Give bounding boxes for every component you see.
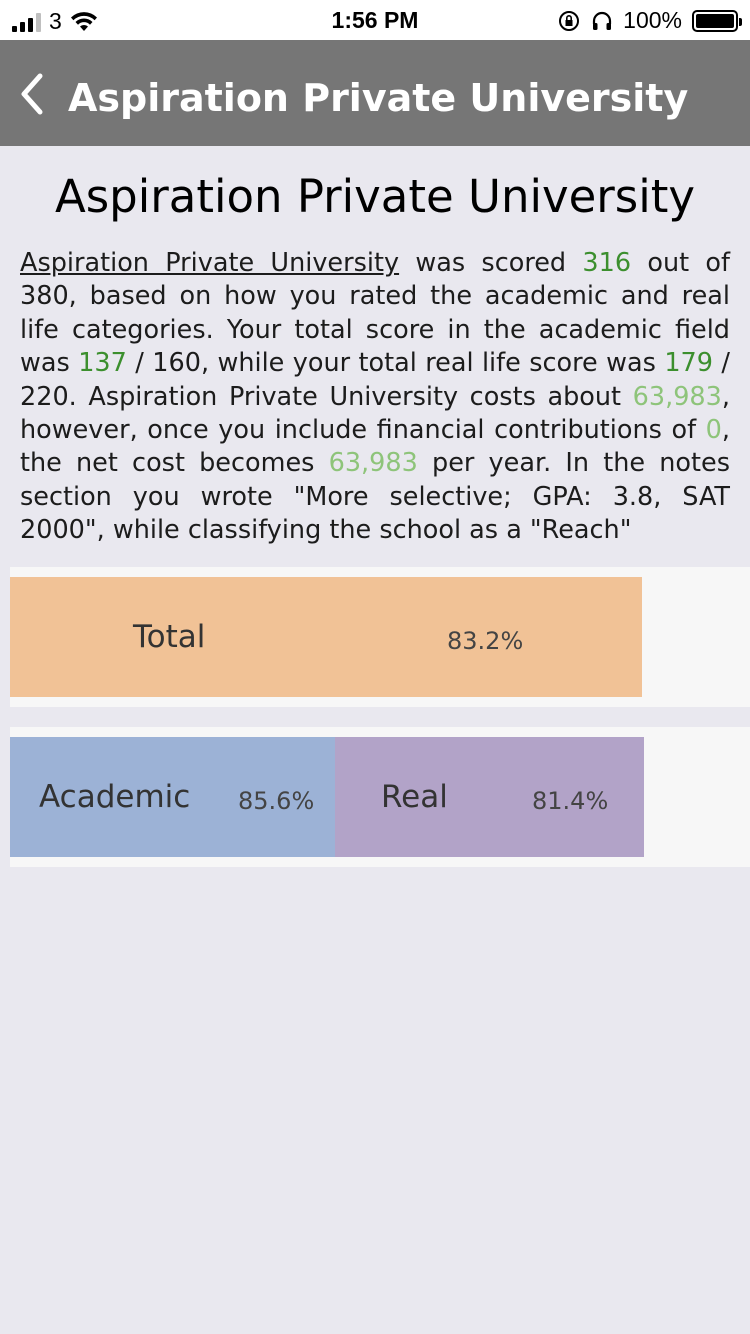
real-life-score: 179 bbox=[664, 348, 713, 379]
academic-bar: Academic 85.6% bbox=[10, 737, 335, 857]
description-text: was scored bbox=[399, 248, 583, 278]
chevron-left-icon bbox=[21, 73, 43, 115]
score-description: Aspiration Private University was scored… bbox=[20, 247, 730, 548]
academic-bar-label: Academic bbox=[39, 779, 191, 815]
orientation-lock-icon bbox=[559, 10, 580, 31]
description-text: , the net cost becomes bbox=[20, 415, 730, 479]
description-text: / 160, while your total real life score … bbox=[126, 348, 665, 379]
headphones-icon bbox=[593, 11, 612, 30]
carrier-name: 3 bbox=[49, 8, 62, 34]
description-text: per year. In the notes section you wrote… bbox=[20, 448, 730, 546]
real-bar: Real 81.4% bbox=[335, 737, 644, 857]
net-cost-value: 63,983 bbox=[328, 448, 418, 479]
total-bar: Total 83.2% bbox=[10, 577, 642, 697]
real-bar-label: Real bbox=[381, 779, 448, 815]
battery-percent: 100% bbox=[623, 7, 682, 33]
contributions-value: 0 bbox=[705, 415, 722, 446]
page-title: Aspiration Private University bbox=[54, 170, 696, 223]
status-time: 1:56 PM bbox=[331, 7, 419, 33]
nav-title: Aspiration Private University bbox=[68, 76, 689, 120]
wifi-icon bbox=[70, 11, 97, 31]
academic-bar-percent: 85.6% bbox=[238, 787, 315, 815]
signal-icon bbox=[12, 12, 41, 32]
school-name-link[interactable]: Aspiration Private University bbox=[20, 248, 400, 278]
description-text: out of 380, based on how you rated the a… bbox=[20, 248, 731, 379]
academic-score: 137 bbox=[78, 348, 127, 379]
cost-value: 63,983 bbox=[632, 381, 722, 412]
total-bar-label: Total bbox=[133, 619, 206, 655]
total-score-card: Total 83.2% bbox=[10, 567, 750, 707]
status-bar: 3 1:56 PM 100% bbox=[0, 0, 750, 40]
real-bar-percent: 81.4% bbox=[532, 787, 609, 815]
total-score: 316 bbox=[582, 248, 632, 278]
description-text: , however, once you include financial co… bbox=[20, 381, 730, 446]
status-left: 3 bbox=[12, 8, 98, 35]
back-button[interactable] bbox=[14, 68, 54, 118]
total-bar-percent: 83.2% bbox=[447, 627, 524, 655]
status-right: 100% bbox=[557, 7, 742, 34]
description-text: / 220. Aspiration Private University cos… bbox=[20, 348, 730, 412]
battery-icon bbox=[692, 9, 742, 32]
navigation-bar: Aspiration Private University bbox=[0, 40, 750, 146]
category-score-card: Academic 85.6% Real 81.4% bbox=[10, 727, 750, 867]
